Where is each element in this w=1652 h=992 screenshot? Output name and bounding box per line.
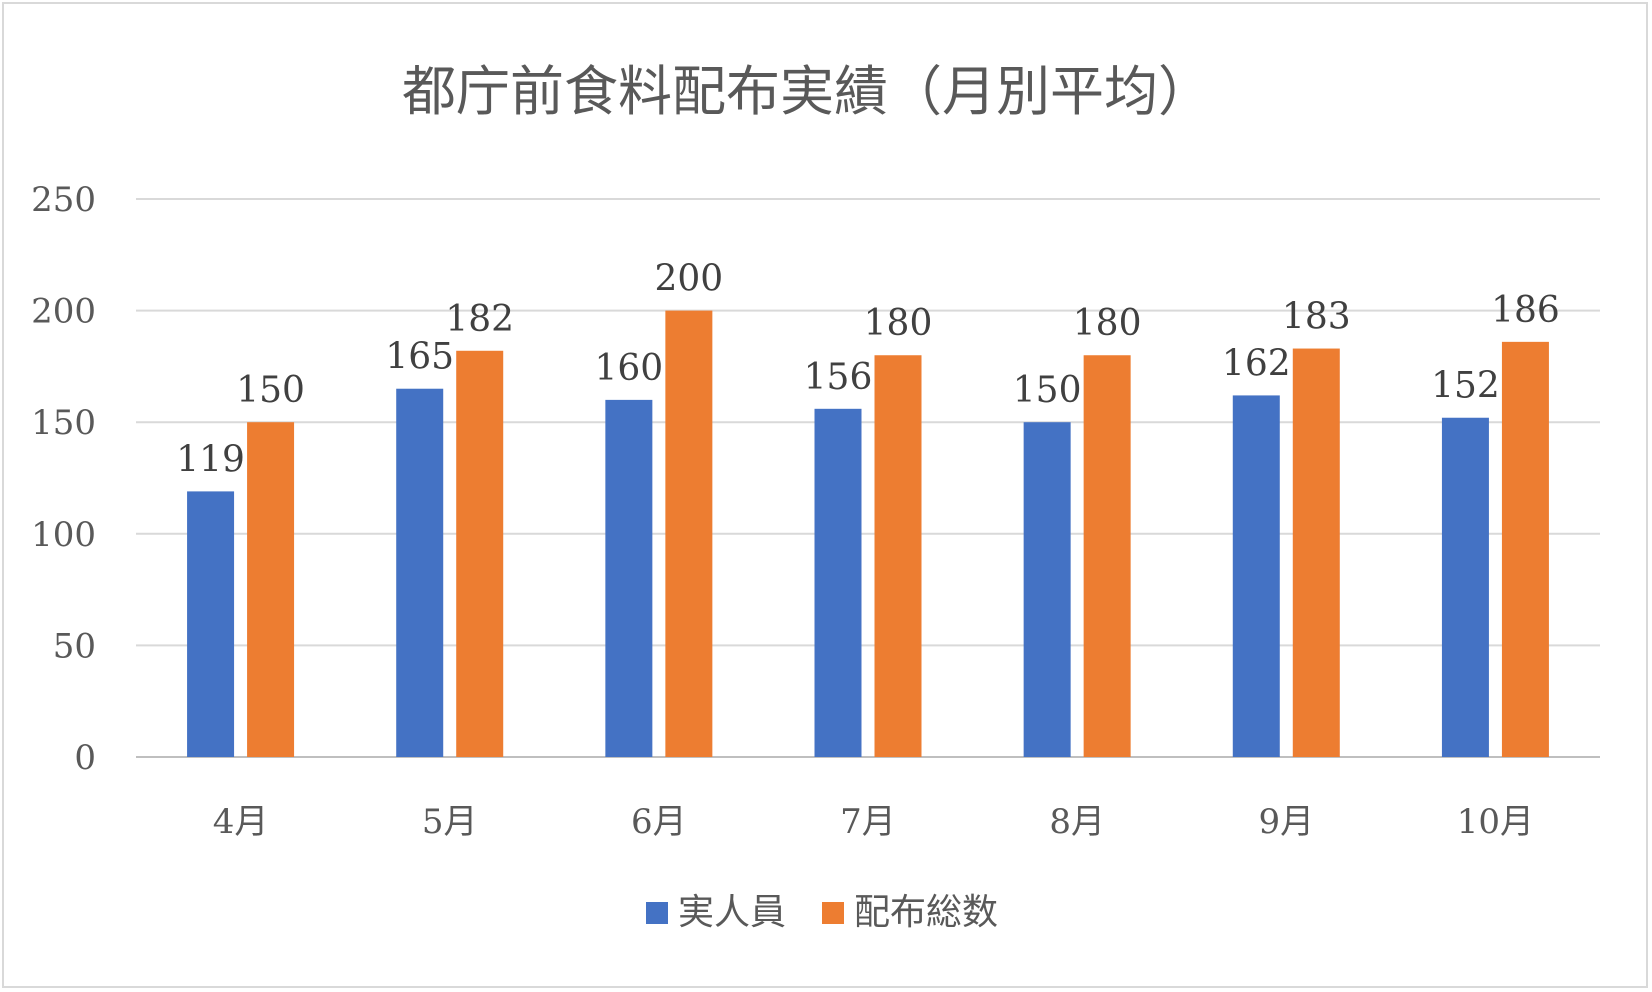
data-label: 156 [804,357,873,398]
bar-jitsu-jinin [187,491,235,757]
data-label: 180 [1073,303,1142,344]
legend-label: 実人員 [678,892,786,933]
bar-jitsu-jinin [396,388,444,757]
x-category-label: 10月 [1457,802,1534,842]
legend-swatch [646,902,668,924]
y-tick-label: 50 [53,626,96,666]
bar-jitsu-jinin [1232,395,1280,757]
data-label: 119 [176,439,245,480]
data-label: 182 [445,299,514,340]
bar-haifu-sosu [247,422,295,757]
x-category-label: 9月 [1258,802,1314,842]
bar-haifu-sosu [874,355,922,757]
x-category-label: 8月 [1049,802,1105,842]
y-tick-label: 100 [31,515,96,555]
bar-haifu-sosu [1083,355,1131,757]
data-label: 160 [594,348,663,389]
data-label: 183 [1282,297,1351,338]
y-tick-label: 250 [31,180,96,220]
data-label: 150 [236,370,305,411]
x-category-label: 5月 [422,802,478,842]
data-label: 186 [1491,290,1560,331]
data-label: 165 [385,337,454,378]
bar-jitsu-jinin [1441,417,1489,757]
bar-haifu-sosu [665,310,713,757]
bar-jitsu-jinin [1023,422,1071,757]
legend-label: 配布総数 [854,892,998,933]
x-axis-categories: 4月 5月 6月 7月 8月 9月 10月 [213,802,1534,842]
legend: 実人員 配布総数 [646,892,998,933]
bar-haifu-sosu [1501,341,1549,757]
x-category-label: 4月 [213,802,269,842]
y-tick-label: 150 [31,403,96,443]
data-label: 162 [1222,343,1291,384]
y-tick-label: 200 [31,292,96,332]
bars [187,310,1549,757]
data-label: 150 [1013,370,1082,411]
data-label: 152 [1431,366,1500,407]
bar-jitsu-jinin [814,408,862,757]
x-category-label: 7月 [840,802,896,842]
x-category-label: 6月 [631,802,687,842]
data-label: 180 [864,303,933,344]
legend-swatch [822,902,844,924]
bar-haifu-sosu [456,350,504,757]
chart-title: 都庁前食料配布実績（月別平均） [402,60,1212,123]
bar-jitsu-jinin [605,399,653,757]
gridlines [136,198,1600,758]
y-tick-label: 0 [74,738,96,778]
data-label: 200 [654,259,723,300]
bar-haifu-sosu [1292,348,1340,757]
y-axis-ticks: 0 50 100 150 200 250 [31,180,96,778]
